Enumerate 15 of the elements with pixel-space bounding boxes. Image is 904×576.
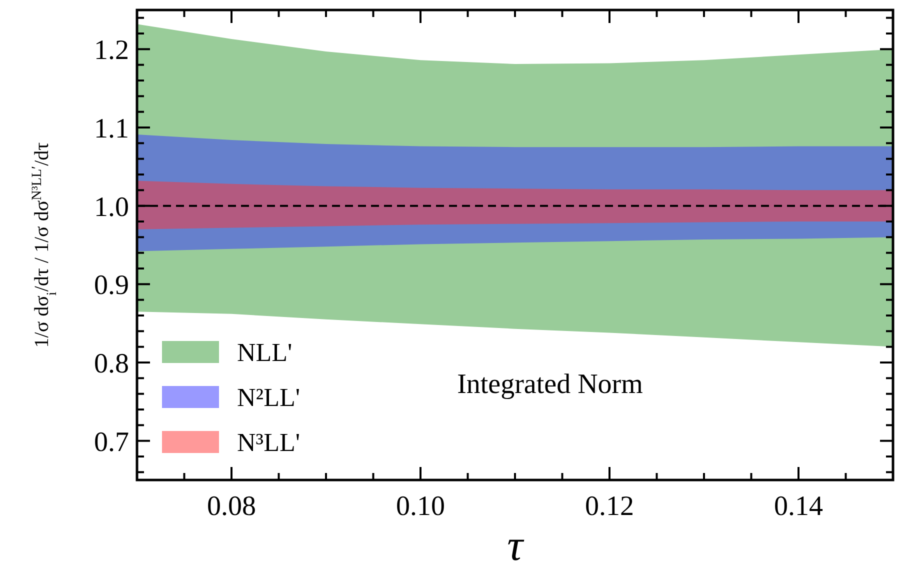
x-axis-title: τ — [507, 521, 526, 570]
annotation: Integrated Norm — [457, 369, 644, 400]
legend-label: N³LL' — [237, 428, 300, 457]
legend-label: NLL' — [237, 338, 292, 367]
x-tick-label: 0.12 — [585, 491, 634, 522]
legend-label: N²LL' — [237, 383, 300, 412]
x-tick-label: 0.14 — [774, 491, 823, 522]
y-tick-label: 1.0 — [94, 192, 129, 223]
y-tick-label: 1.2 — [94, 35, 129, 66]
y-tick-label: 0.7 — [94, 426, 129, 458]
y-tick-label: 0.9 — [94, 270, 129, 302]
y-tick-label: 0.8 — [94, 348, 129, 380]
x-tick-label: 0.08 — [207, 491, 256, 522]
y-tick-label: 1.1 — [94, 114, 129, 144]
x-tick-label: 0.10 — [396, 491, 445, 522]
